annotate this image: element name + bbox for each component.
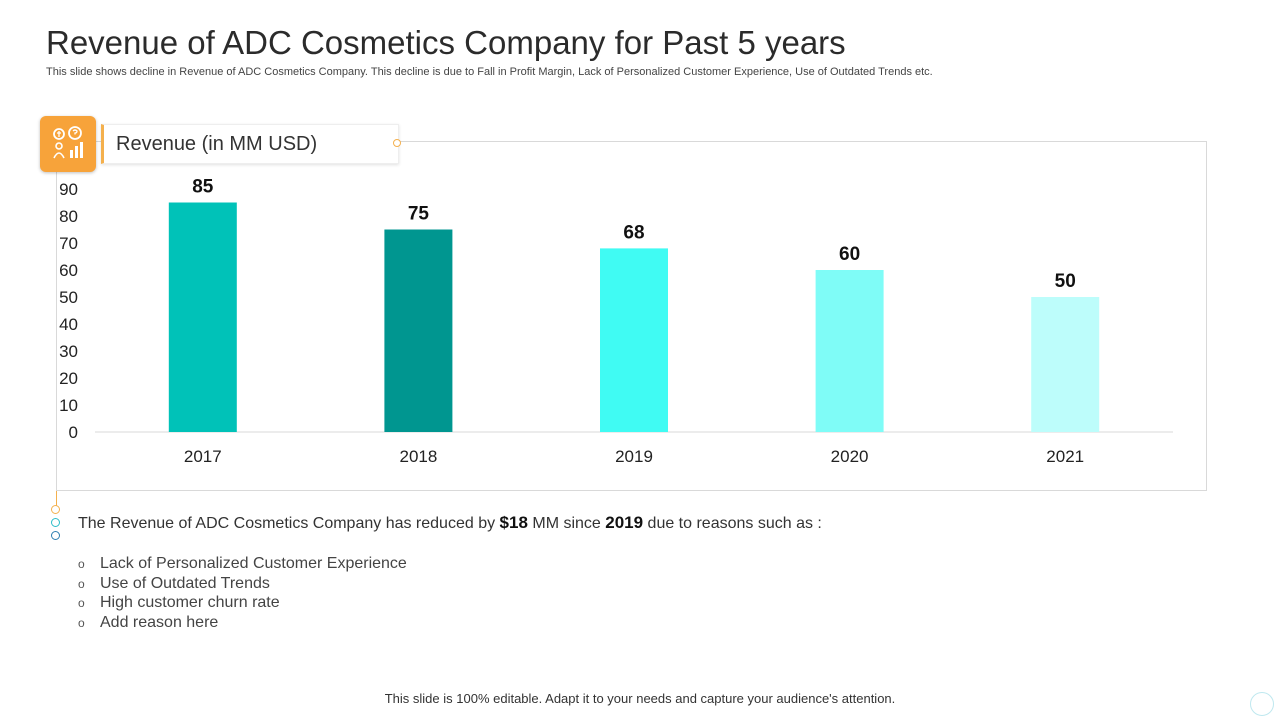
data-label: 60 — [839, 244, 860, 265]
data-label: 68 — [623, 222, 644, 243]
bar — [1031, 297, 1100, 432]
summary-amount: $18 — [499, 513, 528, 532]
bar — [168, 202, 237, 432]
bullet-icon: o — [78, 615, 85, 630]
reason-text: High customer churn rate — [100, 594, 280, 611]
chart-legend: Revenue (in MM USD) — [101, 124, 399, 164]
y-tick-label: 0 — [69, 423, 78, 442]
summary-statement: The Revenue of ADC Cosmetics Company has… — [78, 513, 822, 533]
reason-text: Use of Outdated Trends — [100, 574, 270, 592]
slide-title: Revenue of ADC Cosmetics Company for Pas… — [46, 24, 846, 61]
summary-middle: MM since — [527, 515, 606, 532]
x-tick-label: 2021 — [1046, 447, 1084, 466]
y-tick-label: 60 — [59, 261, 78, 280]
bullet-icon: o — [78, 557, 85, 571]
x-tick-label: 2019 — [615, 447, 653, 466]
y-tick-label: 40 — [59, 315, 78, 334]
legend-label: Revenue (in MM USD) — [116, 133, 318, 155]
summary-suffix: due to reasons such as : — [643, 515, 822, 532]
y-tick-label: 30 — [59, 342, 78, 361]
corner-decoration — [1250, 692, 1274, 716]
x-tick-label: 2018 — [399, 447, 437, 466]
y-tick-label: 90 — [59, 180, 78, 199]
bar — [384, 229, 453, 432]
decorative-dots — [51, 505, 60, 544]
y-tick-label: 50 — [59, 288, 78, 307]
list-item: o Lack of Personalized Customer Experienc… — [78, 554, 407, 574]
dot-teal — [51, 518, 60, 527]
x-tick-label: 2020 — [831, 447, 869, 466]
revenue-growth-icon — [40, 116, 96, 172]
dot-blue — [51, 531, 60, 540]
reasons-list: o Lack of Personalized Customer Experienc… — [78, 554, 407, 632]
data-label: 75 — [408, 204, 430, 225]
bar — [815, 270, 884, 432]
bullet-icon: o — [78, 596, 85, 610]
dot-orange — [51, 505, 60, 514]
reason-text: Lack of Personalized Customer Experience — [100, 555, 407, 572]
slide-subtitle: This slide shows decline in Revenue of A… — [46, 66, 933, 78]
list-item: o Add reason here — [78, 613, 407, 633]
y-tick-label: 80 — [59, 207, 78, 226]
y-tick-label: 20 — [59, 369, 78, 388]
summary-year: 2019 — [605, 513, 644, 532]
connector-line — [56, 491, 57, 506]
reason-text: Add reason here — [100, 613, 219, 631]
summary-prefix: The Revenue of ADC Cosmetics Company has… — [78, 515, 500, 532]
y-tick-label: 10 — [59, 396, 78, 415]
slide-footer: This slide is 100% editable. Adapt it to… — [384, 691, 896, 706]
bullet-icon: o — [78, 576, 85, 591]
list-item: o High customer churn rate — [78, 593, 407, 613]
x-tick-label: 2017 — [184, 447, 222, 466]
y-tick-label: 70 — [59, 234, 78, 253]
bar — [600, 248, 668, 432]
data-label: 85 — [192, 177, 214, 198]
list-item: o Use of Outdated Trends — [78, 574, 407, 594]
data-label: 50 — [1055, 271, 1076, 292]
legend-connector-dot — [393, 139, 401, 147]
